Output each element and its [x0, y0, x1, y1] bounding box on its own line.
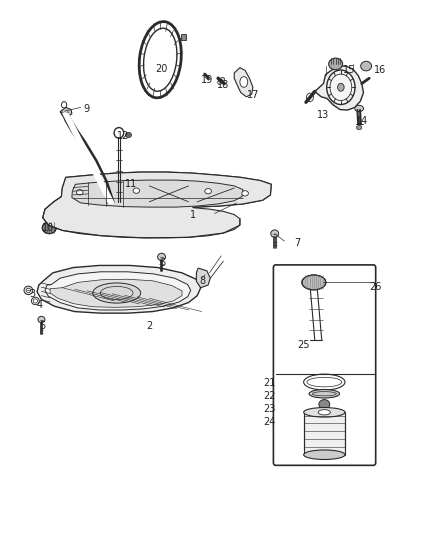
Text: 13: 13 — [317, 110, 329, 120]
Ellipse shape — [357, 125, 362, 130]
Ellipse shape — [38, 317, 45, 322]
Polygon shape — [61, 172, 271, 207]
Ellipse shape — [360, 61, 371, 71]
Ellipse shape — [307, 93, 314, 102]
Ellipse shape — [205, 189, 212, 194]
Text: 2: 2 — [146, 321, 152, 331]
Text: 10: 10 — [42, 223, 54, 233]
Bar — [181, 34, 186, 39]
Text: 14: 14 — [356, 116, 368, 126]
Text: 22: 22 — [264, 391, 276, 401]
Text: 12: 12 — [117, 131, 130, 141]
Ellipse shape — [144, 28, 177, 91]
Ellipse shape — [240, 77, 248, 87]
Ellipse shape — [133, 188, 140, 193]
Polygon shape — [72, 180, 243, 207]
Polygon shape — [50, 279, 182, 308]
Ellipse shape — [328, 58, 343, 70]
Ellipse shape — [42, 222, 56, 233]
Text: 15: 15 — [343, 66, 356, 75]
Ellipse shape — [304, 450, 345, 459]
Bar — [304, 413, 345, 455]
Text: 24: 24 — [264, 417, 276, 427]
Text: 8: 8 — [199, 276, 205, 286]
Text: 5: 5 — [39, 321, 46, 331]
Ellipse shape — [304, 408, 345, 417]
Text: 11: 11 — [125, 179, 137, 189]
Ellipse shape — [158, 253, 166, 261]
Ellipse shape — [26, 288, 31, 293]
Ellipse shape — [318, 410, 330, 415]
FancyBboxPatch shape — [273, 265, 376, 465]
Text: 6: 6 — [159, 258, 166, 268]
Ellipse shape — [338, 83, 344, 91]
Text: 20: 20 — [155, 64, 167, 74]
Text: 7: 7 — [294, 238, 300, 248]
Ellipse shape — [271, 230, 279, 237]
Text: 9: 9 — [83, 104, 89, 114]
Ellipse shape — [61, 102, 67, 108]
Ellipse shape — [125, 132, 131, 138]
Ellipse shape — [327, 70, 355, 104]
Text: 21: 21 — [264, 378, 276, 388]
Text: 1: 1 — [190, 209, 196, 220]
Text: 3: 3 — [30, 289, 36, 299]
Text: 23: 23 — [264, 403, 276, 414]
Text: 18: 18 — [217, 80, 230, 90]
Text: 26: 26 — [370, 281, 382, 292]
Ellipse shape — [24, 286, 33, 295]
Ellipse shape — [242, 191, 248, 196]
Polygon shape — [45, 272, 191, 310]
Polygon shape — [234, 68, 253, 97]
Ellipse shape — [355, 106, 364, 112]
Polygon shape — [315, 66, 364, 110]
Ellipse shape — [77, 190, 83, 195]
Text: 25: 25 — [297, 340, 310, 350]
Ellipse shape — [218, 77, 225, 84]
Ellipse shape — [302, 275, 326, 290]
Polygon shape — [196, 268, 210, 288]
Ellipse shape — [93, 283, 141, 303]
Ellipse shape — [319, 400, 330, 409]
Ellipse shape — [309, 390, 339, 398]
Polygon shape — [37, 265, 201, 313]
Polygon shape — [43, 172, 271, 238]
Text: 16: 16 — [374, 66, 386, 75]
Polygon shape — [60, 108, 72, 116]
Text: 19: 19 — [201, 75, 213, 85]
Text: 4: 4 — [36, 300, 42, 310]
Text: 17: 17 — [247, 90, 259, 100]
